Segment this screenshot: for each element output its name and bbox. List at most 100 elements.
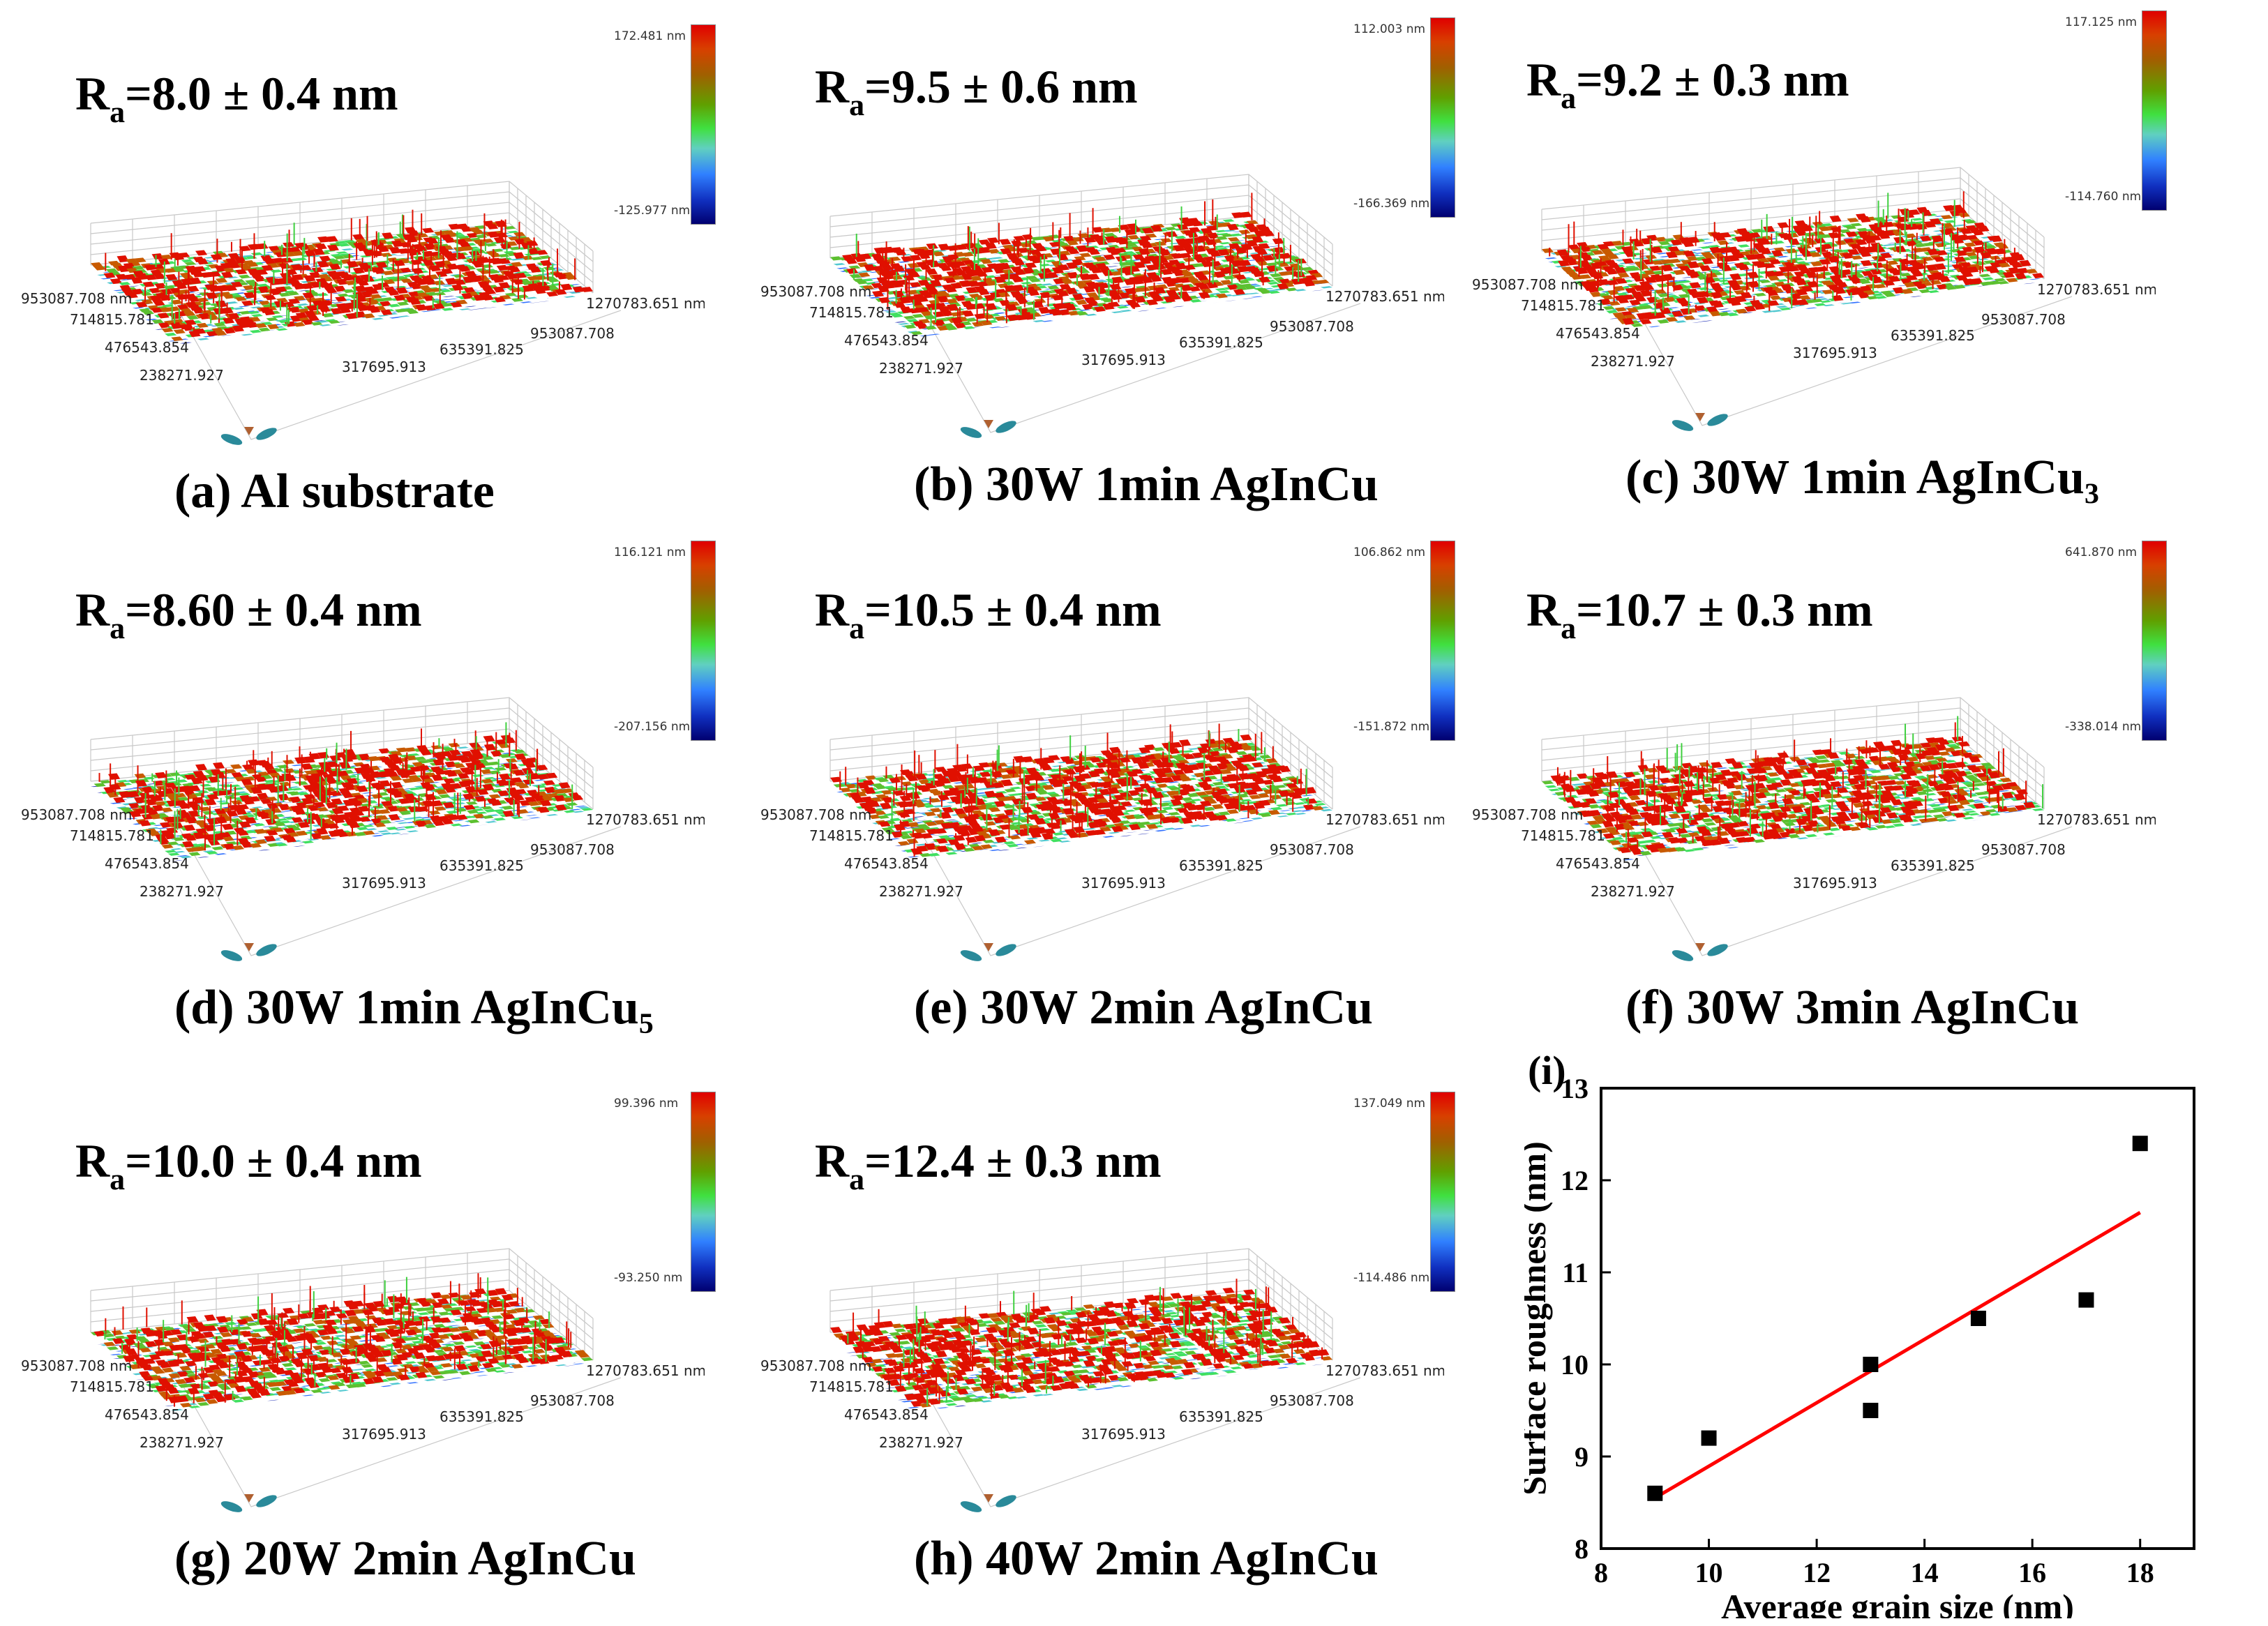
afm-panel-a: Ra=8.0 ± 0.4 nm 172.481 nm -125.977 nm (… (0, 0, 739, 530)
orientation-icon[interactable] (220, 1493, 278, 1514)
y-axis-end-label: 953087.708 nm (760, 283, 871, 300)
height-colorbar (691, 541, 716, 741)
colorbar-min-label: -114.486 nm (1353, 1271, 1430, 1285)
panel-caption: (a) Al substrate (174, 465, 495, 518)
colorbar-min-label: -114.760 nm (2065, 190, 2142, 204)
x-tick-label: 635391.825 (1891, 857, 1975, 874)
x-tick-label: 16 (2018, 1557, 2046, 1588)
x-tick-label: 635391.825 (1179, 857, 1263, 874)
x-tick-label: 635391.825 (440, 1408, 524, 1425)
orientation-icon[interactable] (959, 1493, 1018, 1514)
roughness-label: Ra=10.0 ± 0.4 nm (75, 1134, 422, 1196)
x-tick-label: 953087.708 (1270, 841, 1354, 858)
x-tick-label: 317695.913 (1081, 875, 1166, 891)
colorbar-max-label: 172.481 nm (614, 29, 686, 43)
orientation-icon[interactable] (959, 419, 1018, 440)
surface-mesh (91, 722, 593, 861)
surface-mesh (91, 1273, 593, 1411)
roughness-label: Ra=12.4 ± 0.3 nm (815, 1134, 1162, 1196)
x-tick-label: 953087.708 (1270, 318, 1354, 335)
afm-panel-b: Ra=9.5 ± 0.6 nm 112.003 nm -166.369 nm (… (739, 0, 1479, 523)
x-tick-label: 317695.913 (342, 1426, 426, 1443)
x-axis-end-label: 1270783.651 nm (586, 1362, 705, 1379)
afm-3d-surface: 953087.708 nm 714815.781 476543.854 238271.… (760, 1248, 1444, 1514)
y-tick-label: 476543.854 (844, 332, 929, 349)
height-colorbar (1430, 1092, 1455, 1292)
colorbar-min-label: -338.014 nm (2065, 720, 2142, 734)
colorbar-max-label: 99.396 nm (614, 1097, 679, 1111)
x-axis-end-label: 1270783.651 nm (1325, 288, 1444, 305)
roughness-label: Ra=8.60 ± 0.4 nm (75, 583, 422, 645)
plot-frame (1600, 1087, 2195, 1550)
data-point (1647, 1485, 1663, 1501)
x-tick-label: 12 (1803, 1557, 1831, 1588)
panel-caption: (g) 20W 2min AgInCu (174, 1532, 636, 1586)
afm-3d-surface: 953087.708 nm 714815.781 476543.854 238271.… (1472, 697, 2156, 963)
y-tick-label: 238271.927 (879, 360, 963, 377)
y-axis-end-label: 953087.708 nm (760, 806, 871, 823)
x-tick-label: 953087.708 (530, 841, 615, 858)
data-point (1701, 1430, 1717, 1446)
y-tick-label: 476543.854 (105, 1406, 189, 1423)
orientation-icon[interactable] (220, 426, 278, 447)
x-tick-label: 635391.825 (440, 857, 524, 874)
y-tick-label: 10 (1561, 1349, 1589, 1380)
data-point (1970, 1311, 1986, 1326)
fit-line (1654, 1211, 2141, 1500)
x-tick-label: 953087.708 (530, 1392, 615, 1409)
panel-caption: (f) 30W 3min AgInCu (1625, 981, 2080, 1034)
orientation-icon[interactable] (220, 942, 278, 963)
y-tick-label: 12 (1561, 1165, 1589, 1196)
y-tick-label: 714815.781 (70, 1378, 154, 1395)
y-tick-label: 238271.927 (1591, 353, 1675, 370)
orientation-icon[interactable] (1671, 412, 1729, 433)
y-tick-label: 714815.781 (70, 827, 154, 844)
x-tick-label: 635391.825 (1179, 1408, 1263, 1425)
y-axis-end-label: 953087.708 nm (1472, 806, 1583, 823)
y-tick-label: 238271.927 (140, 883, 224, 900)
data-point (2078, 1292, 2094, 1308)
roughness-label: Ra=10.7 ± 0.3 nm (1526, 583, 1873, 645)
x-axis-end-label: 1270783.651 nm (2037, 281, 2156, 298)
colorbar-min-label: -125.977 nm (614, 204, 691, 218)
roughness-label: Ra=10.5 ± 0.4 nm (815, 583, 1162, 645)
x-tick-label: 953087.708 (530, 325, 615, 342)
data-point (1863, 1403, 1879, 1418)
x-tick-label: 953087.708 (1270, 1392, 1354, 1409)
orientation-icon[interactable] (959, 942, 1018, 963)
orientation-icon[interactable] (1671, 942, 1729, 963)
afm-panel-e: Ra=10.5 ± 0.4 nm 106.862 nm -151.872 nm … (739, 516, 1479, 1046)
y-axis-end-label: 953087.708 nm (21, 806, 132, 823)
x-axis-label: Average grain size (nm) (1721, 1587, 2074, 1618)
y-tick-label: 238271.927 (140, 367, 224, 384)
x-axis-end-label: 1270783.651 nm (1325, 811, 1444, 828)
roughness-label: Ra=8.0 ± 0.4 nm (75, 67, 398, 129)
y-tick-label: 8 (1575, 1533, 1589, 1565)
afm-panel-c: Ra=9.2 ± 0.3 nm 117.125 nm -114.760 nm (… (1451, 0, 2191, 516)
x-tick-label: 635391.825 (440, 341, 524, 358)
data-point (2132, 1136, 2148, 1152)
y-tick-label: 9 (1575, 1441, 1589, 1473)
axis-grid-box (90, 1248, 622, 1507)
roughness-label: Ra=9.2 ± 0.3 nm (1526, 53, 1849, 115)
data-point (1863, 1357, 1879, 1372)
panel-caption: (h) 40W 2min AgInCu (914, 1532, 1379, 1586)
panel-label: (i) (1528, 1048, 1566, 1093)
x-tick-label: 635391.825 (1891, 327, 1975, 344)
y-axis-end-label: 953087.708 nm (760, 1357, 871, 1374)
height-colorbar (2142, 10, 2167, 211)
x-axis-end-label: 1270783.651 nm (586, 295, 705, 312)
x-tick-label: 635391.825 (1179, 334, 1263, 351)
height-colorbar (691, 24, 716, 225)
panel-caption: (d) 30W 1min AgInCu₅ (174, 981, 654, 1034)
x-tick-label: 317695.913 (1793, 345, 1877, 361)
x-tick-label: 317695.913 (1793, 875, 1877, 891)
colorbar-min-label: -93.250 nm (614, 1271, 683, 1285)
y-tick-label: 476543.854 (105, 339, 189, 356)
x-axis-end-label: 1270783.651 nm (586, 811, 705, 828)
y-tick-label: 714815.781 (1521, 827, 1605, 844)
y-tick-label: 238271.927 (140, 1434, 224, 1451)
y-tick-label: 476543.854 (844, 855, 929, 872)
afm-panel-d: Ra=8.60 ± 0.4 nm 116.121 nm -207.156 nm … (0, 516, 739, 1046)
surface-mesh (1542, 716, 2044, 861)
